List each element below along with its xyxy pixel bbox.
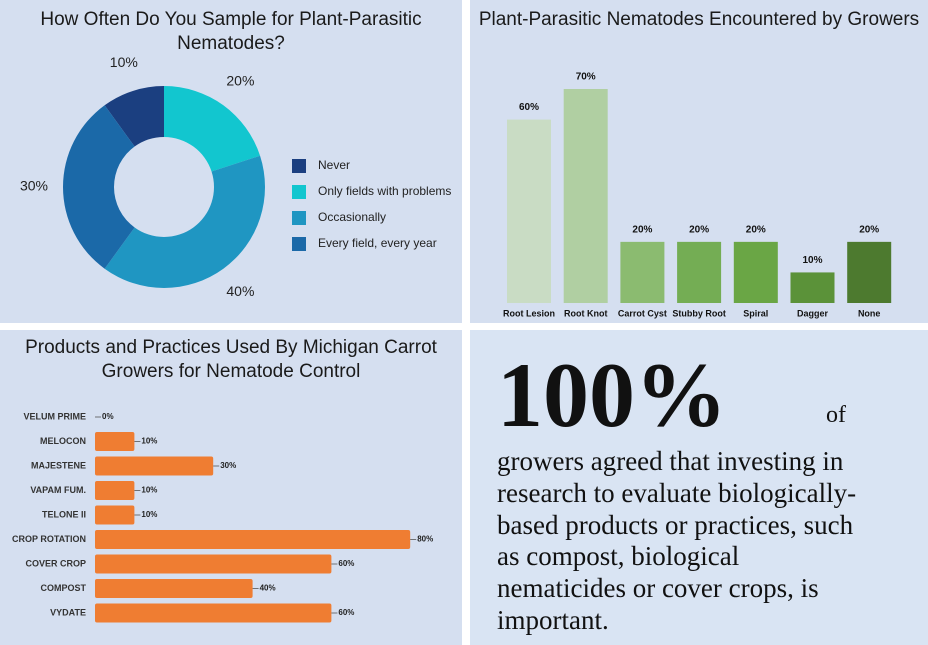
y-tick-label: TELONE II bbox=[42, 509, 86, 519]
bar bbox=[95, 481, 135, 500]
data-label: 20% bbox=[632, 224, 652, 235]
bar bbox=[563, 89, 608, 303]
callout-line: as compost, biological bbox=[497, 541, 740, 572]
data-label: 30% bbox=[220, 461, 236, 470]
legend-label: Only fields with problems bbox=[318, 184, 451, 198]
bar bbox=[507, 119, 551, 303]
y-tick-label: COVER CROP bbox=[25, 558, 86, 568]
data-label: 20% bbox=[746, 224, 766, 235]
callout-line: based products or practices, such bbox=[497, 509, 854, 540]
bar bbox=[95, 432, 135, 451]
y-tick-label: MELOCON bbox=[40, 436, 86, 446]
headline: 100% bbox=[497, 344, 727, 446]
data-label: 10% bbox=[802, 255, 822, 266]
data-label: 40% bbox=[226, 283, 254, 299]
x-tick-label: None bbox=[858, 308, 881, 318]
callout-line: research to evaluate biologically- bbox=[497, 477, 857, 508]
bar bbox=[790, 272, 835, 303]
legend-label: Every field, every year bbox=[318, 236, 437, 250]
x-tick-label: Root Lesion bbox=[503, 308, 555, 318]
data-label: 60% bbox=[338, 559, 354, 568]
slice bbox=[62, 105, 135, 269]
data-label: 20% bbox=[689, 224, 709, 235]
callout-text: growers agreed that investing in research… bbox=[497, 446, 856, 637]
data-label: 60% bbox=[519, 102, 539, 113]
chart-title: Plant-Parasitic Nematodes Encountered by… bbox=[478, 9, 920, 30]
chart-title: How Often Do You Sample for Plant-Parasi… bbox=[40, 9, 422, 54]
callout-line: growers agreed that investing in bbox=[497, 446, 844, 476]
bar bbox=[620, 241, 665, 303]
y-tick-label: VELUM PRIME bbox=[23, 411, 86, 421]
data-label: 70% bbox=[576, 72, 596, 83]
data-label: 10% bbox=[141, 437, 157, 446]
panel bbox=[470, 330, 928, 645]
data-label: 20% bbox=[226, 73, 254, 89]
x-tick-label: Stubby Root bbox=[672, 308, 726, 318]
data-label: 0% bbox=[102, 412, 114, 421]
bar bbox=[95, 456, 214, 476]
legend-swatch bbox=[292, 211, 306, 225]
x-tick-label: Dagger bbox=[797, 308, 829, 318]
bar bbox=[847, 241, 892, 303]
y-tick-label: VYDATE bbox=[50, 607, 86, 617]
bar bbox=[733, 241, 778, 303]
chart-title: Products and Practices Used By Michigan … bbox=[25, 337, 437, 382]
legend-swatch bbox=[292, 237, 306, 251]
y-tick-label: COMPOST bbox=[40, 583, 86, 593]
data-label: 30% bbox=[20, 178, 48, 194]
legend-swatch bbox=[292, 185, 306, 199]
x-tick-label: Spiral bbox=[743, 308, 768, 318]
headline-suffix: of bbox=[826, 402, 846, 428]
slice bbox=[104, 155, 265, 288]
bar bbox=[95, 505, 135, 525]
data-label: 10% bbox=[110, 54, 138, 70]
data-label: 80% bbox=[417, 535, 433, 544]
legend-label: Never bbox=[318, 158, 350, 172]
bar bbox=[95, 603, 332, 623]
bar bbox=[677, 241, 722, 303]
data-label: 10% bbox=[141, 486, 157, 495]
slice bbox=[104, 86, 164, 147]
legend-label: Occasionally bbox=[318, 210, 386, 224]
slice bbox=[164, 86, 261, 172]
x-tick-label: Carrot Cyst bbox=[618, 308, 667, 318]
data-label: 10% bbox=[141, 510, 157, 519]
legend-swatch bbox=[292, 159, 306, 173]
y-tick-label: VAPAM FUM. bbox=[30, 485, 86, 495]
data-label: 40% bbox=[260, 584, 276, 593]
bar bbox=[95, 579, 253, 598]
bar bbox=[95, 554, 332, 574]
bar bbox=[95, 530, 411, 549]
y-tick-label: CROP ROTATION bbox=[12, 534, 86, 544]
callout-line: nematicides or cover crops, is bbox=[497, 573, 819, 604]
x-tick-label: Root Knot bbox=[564, 308, 607, 318]
data-label: 20% bbox=[859, 224, 879, 235]
callout-line: important. bbox=[497, 604, 609, 635]
y-tick-label: MAJESTENE bbox=[31, 460, 86, 470]
data-label: 60% bbox=[338, 608, 354, 617]
